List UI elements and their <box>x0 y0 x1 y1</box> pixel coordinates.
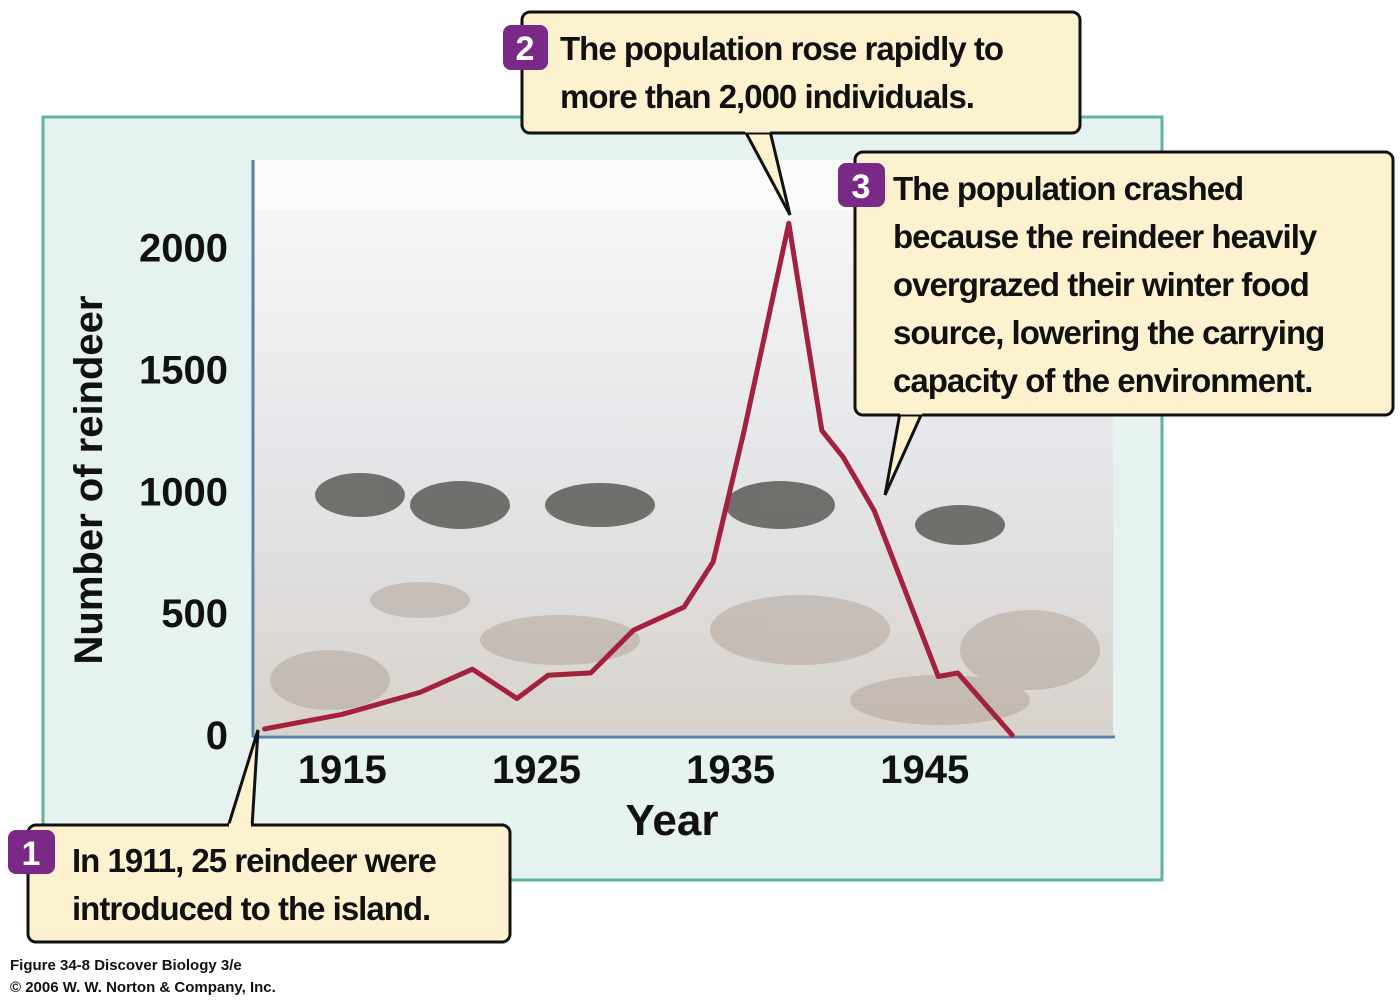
callout-badge <box>503 25 548 70</box>
callout-text: capacity of the environment. <box>893 362 1312 399</box>
y-axis-title: Number of reindeer <box>67 296 111 665</box>
callout-pointer <box>883 412 924 496</box>
x-tick-label: 1925 <box>492 748 581 792</box>
callout-number: 3 <box>852 168 871 206</box>
reindeer-herd <box>315 473 1005 545</box>
callout-text: because the reindeer heavily <box>893 218 1318 255</box>
shrubs <box>270 582 1100 725</box>
y-tick-label: 2000 <box>139 227 228 271</box>
callout-text: overgrazed their winter food <box>893 266 1309 303</box>
callout-text: introduced to the island. <box>72 890 430 927</box>
y-tick-label: 1500 <box>139 349 228 393</box>
callout-text: In 1911, 25 reindeer were <box>72 842 437 879</box>
callout-box <box>853 150 1395 417</box>
y-tick-label: 500 <box>161 592 228 636</box>
callout-number: 2 <box>516 30 535 68</box>
y-tick-label: 0 <box>206 714 228 758</box>
callout-text: source, lowering the carrying <box>893 314 1324 351</box>
x-axis-title: Year <box>626 796 719 845</box>
x-tick-label: 1915 <box>298 748 387 792</box>
callout-badge <box>838 163 885 207</box>
x-tick-label: 1945 <box>880 748 969 792</box>
y-tick-label: 1000 <box>139 470 228 514</box>
data-line <box>262 220 1015 738</box>
callout-text: The population crashed <box>893 170 1243 207</box>
callout-pointer <box>226 729 260 828</box>
callout-box <box>520 10 1082 135</box>
footer-text: © 2006 W. W. Norton & Company, Inc. <box>10 979 276 996</box>
callout-badge <box>8 830 55 874</box>
callout-text: more than 2,000 individuals. <box>560 78 974 115</box>
callout-text: The population rose rapidly to <box>560 30 1003 67</box>
footer-text: Figure 34-8 Discover Biology 3/e <box>10 957 242 974</box>
callout-number: 1 <box>22 835 41 873</box>
x-tick-label: 1935 <box>686 748 775 792</box>
callout-pointer <box>743 130 792 216</box>
callout-box <box>26 823 512 944</box>
